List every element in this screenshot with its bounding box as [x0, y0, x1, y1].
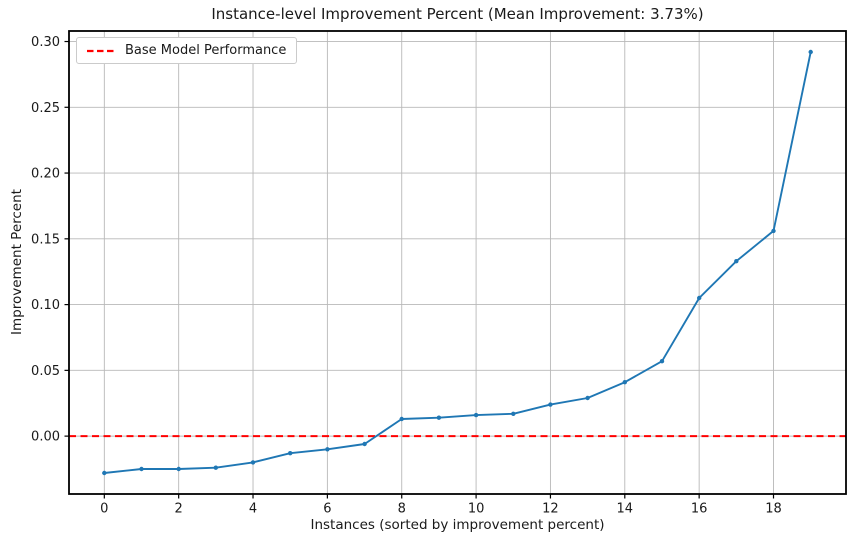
- x-tick-label: 8: [398, 502, 406, 517]
- legend-label: Base Model Performance: [125, 43, 287, 58]
- x-tick-label: 12: [542, 502, 559, 517]
- data-point-marker: [399, 416, 404, 422]
- data-point-marker: [511, 411, 516, 416]
- x-tick-label: 10: [468, 502, 485, 517]
- data-point-marker: [102, 470, 107, 476]
- chart-title: Instance-level Improvement Percent (Mean…: [211, 5, 704, 23]
- data-point-marker: [213, 465, 218, 470]
- x-tick-label: 16: [691, 502, 708, 517]
- data-point-marker: [176, 466, 181, 472]
- data-point-marker: [771, 228, 776, 234]
- x-tick-label: 2: [175, 502, 183, 517]
- x-tick-label: 6: [323, 502, 331, 517]
- legend: Base Model Performance: [76, 37, 298, 64]
- data-point-marker: [548, 402, 553, 407]
- data-point-marker: [250, 460, 256, 465]
- data-point-marker: [585, 395, 590, 401]
- data-point-marker: [808, 49, 813, 55]
- data-point-marker: [436, 415, 442, 420]
- data-point-marker: [622, 380, 627, 385]
- data-point-marker: [288, 451, 293, 456]
- legend-dashed-line-icon: [87, 49, 117, 52]
- data-point-marker: [697, 295, 702, 301]
- axes-border: [68, 30, 847, 495]
- data-point-marker: [659, 359, 665, 364]
- x-tick-label: 4: [249, 502, 257, 517]
- x-axis-label: Instances (sorted by improvement percent…: [310, 517, 605, 533]
- y-tick-label: 0.20: [31, 167, 60, 182]
- x-tick-label: 0: [100, 502, 108, 517]
- y-tick-label: 0.05: [31, 364, 60, 379]
- y-tick-label: 0.15: [31, 232, 60, 247]
- data-point-marker: [139, 466, 144, 472]
- x-tick-label: 14: [617, 502, 634, 517]
- y-tick-label: 0.10: [31, 298, 60, 313]
- y-tick-label: 0.25: [31, 101, 60, 116]
- y-axis-label: Improvement Percent: [9, 189, 25, 335]
- y-tick-label: 0.30: [31, 35, 60, 50]
- series-line: [103, 51, 812, 474]
- data-point-marker: [473, 412, 479, 418]
- data-point-marker: [362, 441, 367, 447]
- data-point-marker: [734, 259, 739, 264]
- x-tick-label: 18: [765, 502, 782, 517]
- y-tick-label: 0.00: [31, 430, 60, 445]
- data-point-marker: [325, 447, 330, 452]
